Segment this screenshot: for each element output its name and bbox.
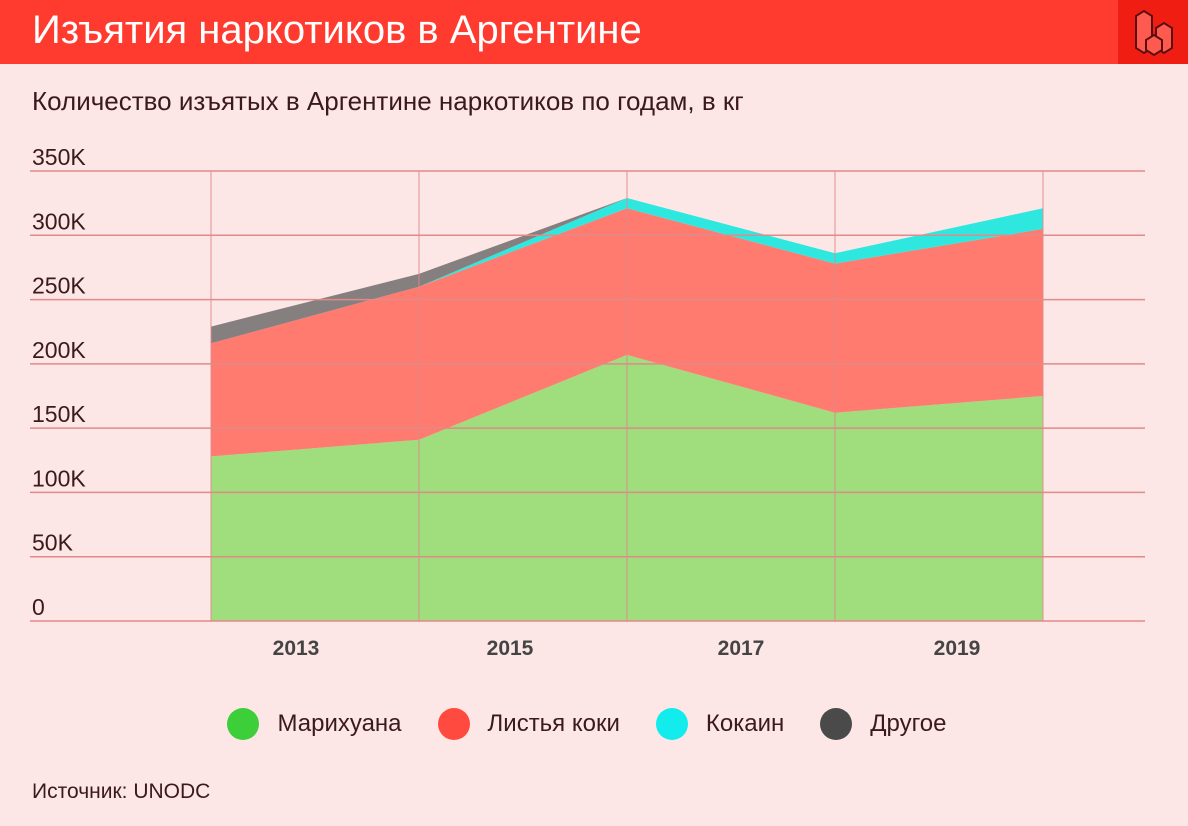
y-tick-label: 300K [32, 208, 86, 234]
logo-icon [1118, 0, 1188, 64]
area-chart: 0 50K 100K 150K 200K 250K 300K 350K 2013 2015 2017… [30, 144, 1145, 660]
x-tick-label: 2017 [718, 637, 765, 660]
header: Изъятия наркотиков в Аргентине [0, 0, 1188, 64]
legend-item[interactable]: Марихуана [227, 708, 402, 740]
y-tick-label: 350K [32, 144, 86, 170]
legend-label: Другое [870, 710, 947, 737]
legend-swatch [655, 708, 688, 740]
legend-label: Кокаин [705, 710, 785, 737]
legend-item[interactable]: Листья коки [437, 708, 620, 740]
legend-swatch [437, 708, 470, 740]
source-note: Источник: UNODC [32, 780, 211, 803]
legend-label: Листья коки [487, 710, 620, 737]
legend-item[interactable]: Другое [820, 708, 947, 740]
x-tick-label: 2019 [934, 637, 981, 660]
x-tick-label: 2015 [487, 637, 534, 660]
x-tick-label: 2013 [273, 637, 320, 660]
legend-swatch [227, 708, 260, 740]
legend-swatch [820, 708, 853, 740]
y-tick-label: 50K [32, 530, 74, 556]
page-title: Изъятия наркотиков в Аргентине [32, 8, 642, 52]
y-tick-label: 200K [32, 337, 86, 363]
legend-item[interactable]: Кокаин [655, 708, 785, 740]
legend-label: Марихуана [277, 710, 402, 737]
chart-subtitle: Количество изъятых в Аргентине наркотико… [32, 86, 744, 116]
y-tick-label: 0 [32, 594, 45, 620]
y-tick-label: 250K [32, 273, 86, 299]
legend: Марихуана Листья коки Кокаин Другое [0, 708, 1188, 740]
y-tick-label: 100K [32, 465, 86, 491]
y-tick-label: 150K [32, 401, 86, 427]
